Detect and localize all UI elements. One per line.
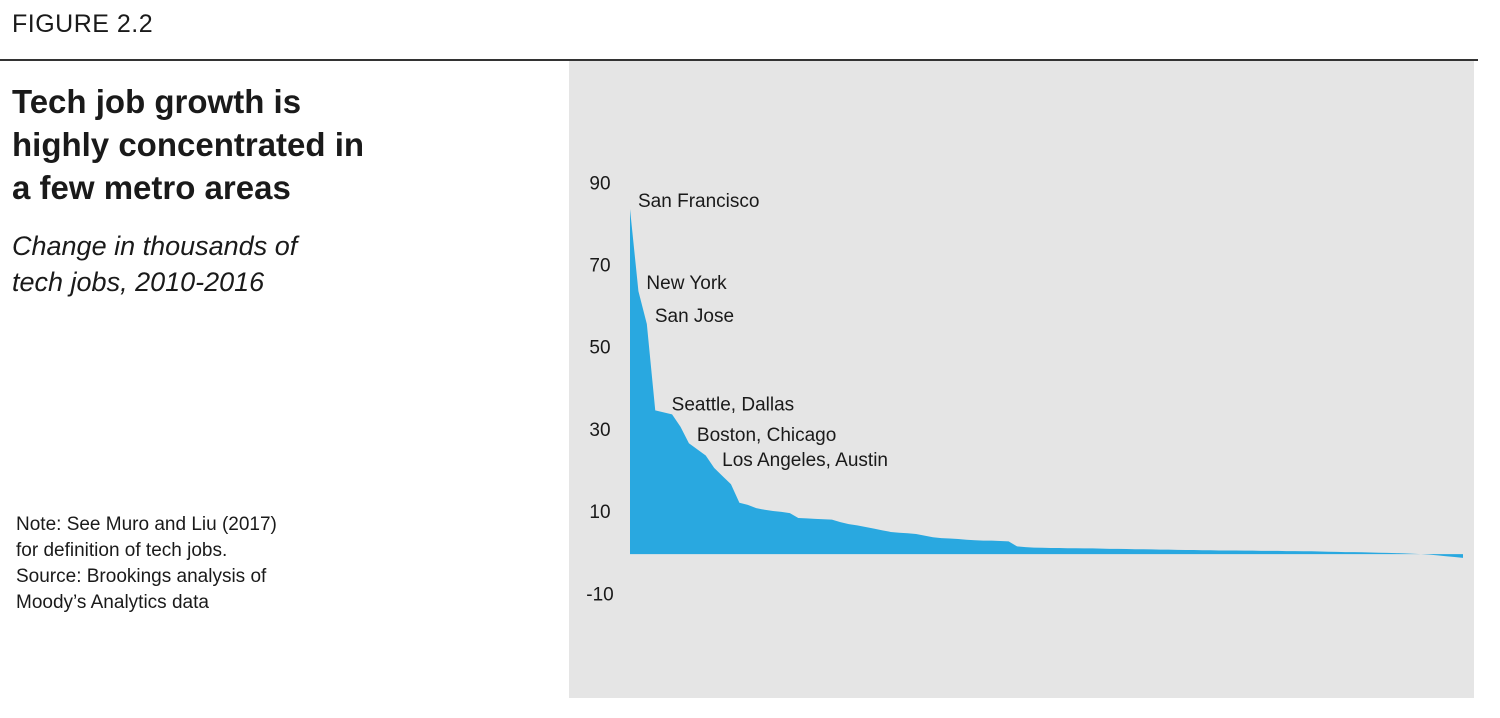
y-tick-label: 90 <box>589 173 610 194</box>
annotation: Boston, Chicago <box>697 425 836 446</box>
chart-title: Tech job growth is highly concentrated i… <box>12 83 365 206</box>
chart-subtitle: Change in thousands of tech jobs, 2010-2… <box>12 231 298 297</box>
y-tick-label: 10 <box>589 502 610 523</box>
y-tick-label: -10 <box>586 584 613 605</box>
annotation: New York <box>646 273 727 294</box>
y-tick-label: 70 <box>589 255 610 276</box>
figure-label: FIGURE 2.2 <box>12 10 154 38</box>
annotation: San Jose <box>655 306 734 327</box>
rule <box>0 59 1478 61</box>
y-tick-label: 30 <box>589 420 610 441</box>
note: Note: See Muro and Liu (2017) for defini… <box>16 514 277 613</box>
annotation: Los Angeles, Austin <box>722 450 888 471</box>
plot-panel <box>569 61 1474 698</box>
area <box>630 208 1463 558</box>
annotation: Seattle, Dallas <box>672 394 795 415</box>
y-tick-label: 50 <box>589 338 610 359</box>
annotation: San Francisco <box>638 191 759 212</box>
